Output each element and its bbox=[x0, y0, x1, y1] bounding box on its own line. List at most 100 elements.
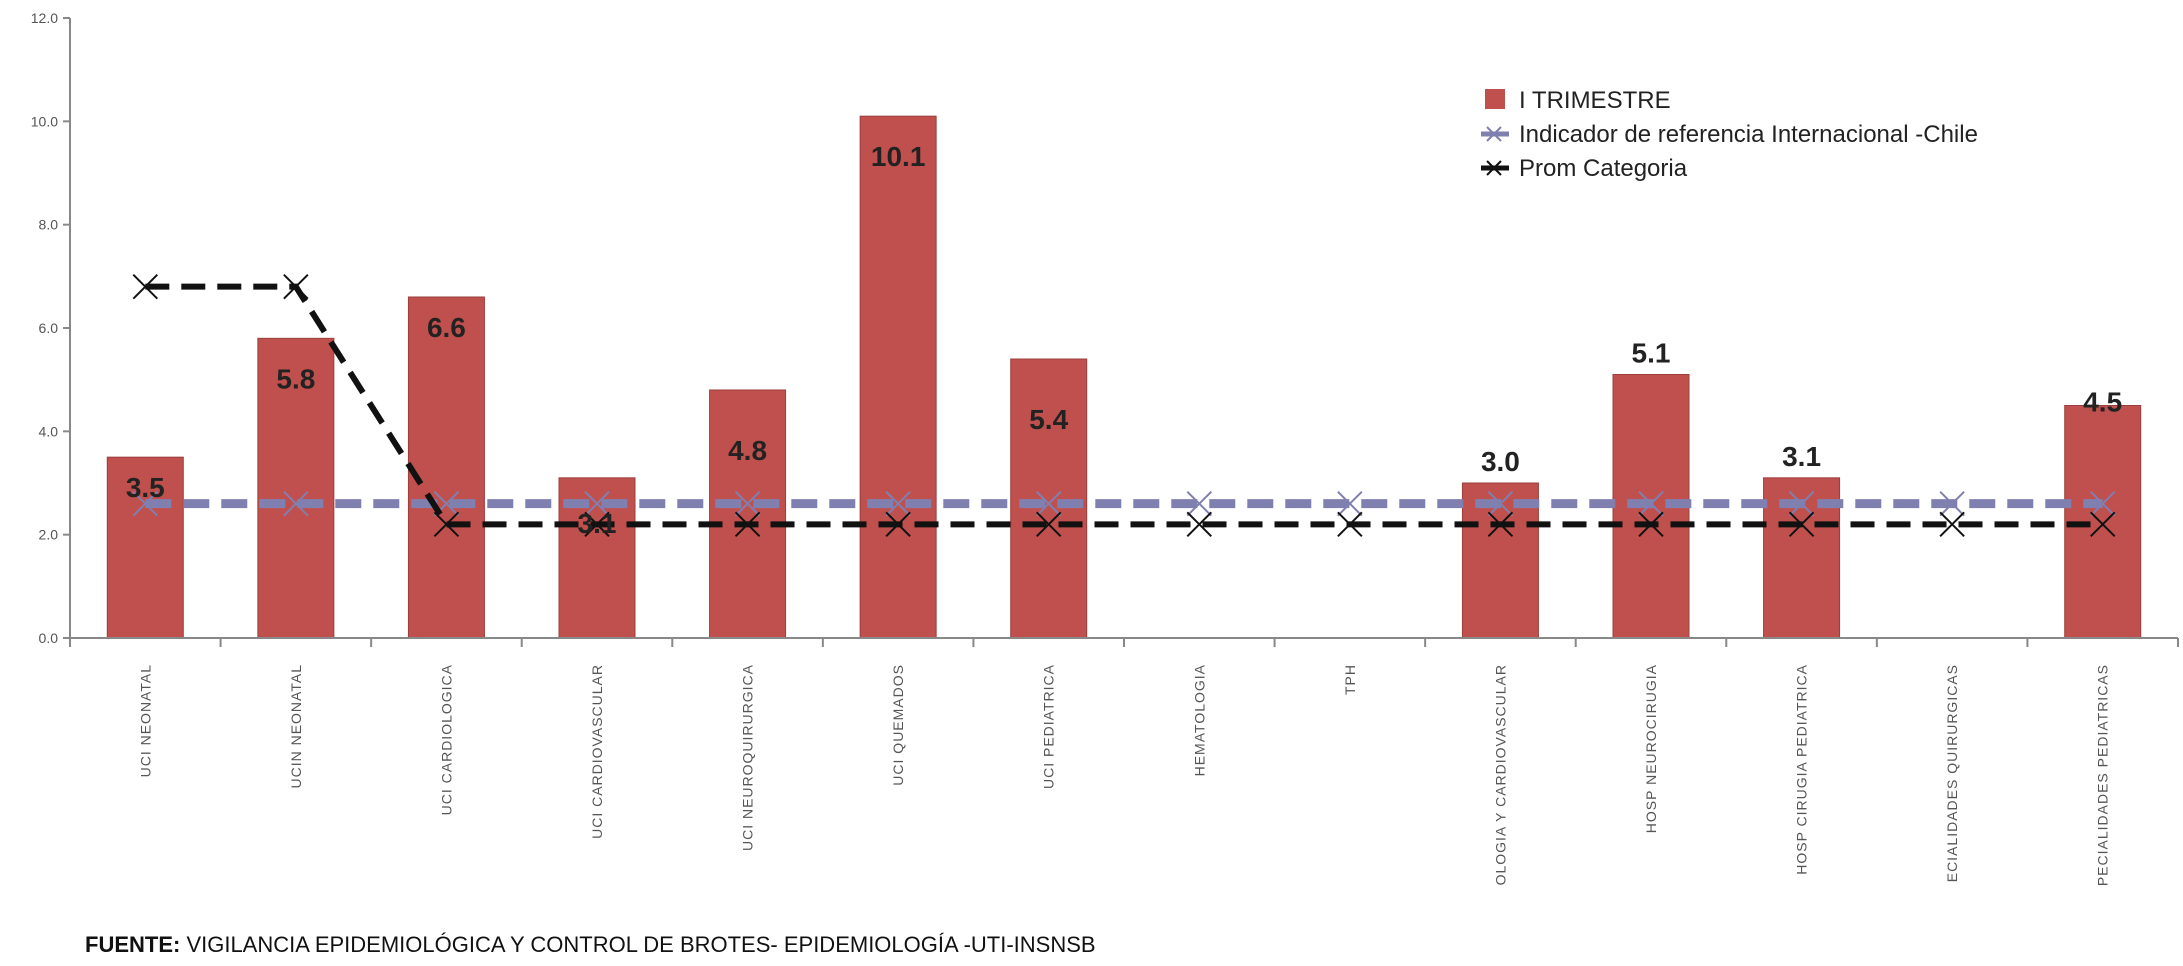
reference-marker bbox=[1036, 490, 1062, 517]
bar bbox=[1010, 358, 1088, 639]
x-tick-label: UCI NEONATAL bbox=[137, 664, 153, 777]
average-marker bbox=[132, 273, 158, 300]
x-tick-label: UCIN NEONATAL bbox=[288, 664, 304, 789]
reference-marker bbox=[1337, 490, 1363, 517]
marker-stroke bbox=[1337, 490, 1363, 517]
legend-label: Prom Categoria bbox=[1519, 155, 1688, 182]
marker-stroke bbox=[885, 490, 911, 517]
reference-marker bbox=[2090, 490, 2116, 517]
marker-stroke bbox=[1036, 490, 1062, 517]
average-marker bbox=[1939, 511, 1965, 538]
x-tick-label: UCI CARDIOVASCULAR bbox=[589, 664, 605, 839]
marker-stroke bbox=[1788, 490, 1815, 517]
data-label: 5.8 bbox=[276, 363, 315, 394]
average-marker bbox=[1337, 511, 1363, 538]
legend-swatch bbox=[1485, 89, 1505, 109]
reference-marker bbox=[1788, 490, 1815, 517]
y-tick-label: 10.0 bbox=[31, 113, 58, 129]
bar bbox=[1461, 482, 1539, 639]
data-label: 3.0 bbox=[1481, 446, 1520, 477]
marker-stroke bbox=[1186, 511, 1212, 538]
legend: I TRIMESTRE Indicador de referencia Inter… bbox=[1481, 87, 1978, 182]
average-marker bbox=[584, 511, 610, 538]
y-tick-label: 6.0 bbox=[39, 320, 59, 336]
average-marker bbox=[433, 511, 460, 538]
bar bbox=[257, 337, 335, 639]
legend-item: Prom Categoria bbox=[1481, 155, 1688, 182]
x-tick-label: HOSP CIRUGIA PEDIATRICA bbox=[1794, 664, 1810, 875]
marker-stroke bbox=[734, 490, 761, 517]
data-label: 3.1 bbox=[1782, 441, 1821, 472]
bars bbox=[106, 115, 2142, 639]
x-tick-label: UCI PEDIATRICA bbox=[1041, 664, 1057, 789]
x-tick-label: UCI QUEMADOS bbox=[890, 664, 906, 786]
marker-stroke bbox=[433, 511, 460, 538]
reference-marker bbox=[885, 490, 911, 517]
data-label: 3.1 bbox=[578, 508, 617, 539]
marker-stroke bbox=[1487, 490, 1514, 517]
average-marker bbox=[1036, 511, 1062, 538]
x-tick-label: UCI CARDIOLOGICA bbox=[438, 664, 454, 815]
source-footer: FUENTE: VIGILANCIA EPIDEMIOLÓGICA Y CONT… bbox=[85, 932, 1096, 958]
data-label: 3.5 bbox=[126, 472, 165, 503]
x-tick-label: OLOGIA Y CARDIOVASCULAR bbox=[1492, 664, 1508, 885]
y-tick-label: 2.0 bbox=[39, 527, 59, 543]
data-label: 10.1 bbox=[871, 141, 926, 172]
reference-marker bbox=[1638, 490, 1664, 517]
x-tick-label: HOSP NEUROCIRUGIA bbox=[1643, 664, 1659, 833]
data-labels: 3.5 5.8 6.6 3.1 4.8 10.1 5.4 3.0 5.1 3.1 4.5 bbox=[126, 141, 2122, 539]
bar bbox=[106, 456, 184, 639]
bar bbox=[709, 389, 787, 639]
average-marker bbox=[1487, 511, 1514, 538]
legend-marker bbox=[1486, 160, 1502, 176]
average-marker bbox=[1186, 511, 1212, 538]
x-tick-label: TPH bbox=[1342, 664, 1358, 695]
reference-marker bbox=[734, 490, 761, 517]
marker-stroke bbox=[1487, 511, 1514, 538]
legend-label: I TRIMESTRE bbox=[1519, 87, 1671, 114]
data-label: 5.1 bbox=[1632, 338, 1671, 369]
marker-stroke bbox=[132, 273, 158, 300]
y-tick-label: 8.0 bbox=[39, 217, 59, 233]
reference-marker bbox=[1939, 490, 1965, 517]
marker-stroke bbox=[283, 490, 309, 517]
marker-stroke bbox=[1788, 511, 1815, 538]
data-label: 4.5 bbox=[2083, 387, 2122, 418]
marker-stroke bbox=[283, 273, 309, 300]
average-marker bbox=[2090, 511, 2116, 538]
marker-stroke bbox=[2090, 490, 2116, 517]
marker-stroke bbox=[1939, 511, 1965, 538]
marker-stroke bbox=[885, 511, 911, 538]
reference-marker bbox=[1186, 490, 1212, 517]
legend-item: Indicador de referencia Internacional -C… bbox=[1481, 121, 1978, 148]
reference-marker bbox=[132, 490, 158, 517]
marker-stroke bbox=[1638, 511, 1664, 538]
marker-stroke bbox=[584, 511, 610, 538]
legend-label: Indicador de referencia Internacional -C… bbox=[1519, 121, 1978, 148]
data-label: 4.8 bbox=[728, 435, 767, 466]
x-tick-label: UCI NEUROQUIRURGICA bbox=[740, 664, 756, 851]
data-label: 6.6 bbox=[427, 312, 466, 343]
bar bbox=[407, 296, 485, 639]
reference-marker bbox=[584, 490, 610, 517]
marker-stroke bbox=[132, 490, 158, 517]
y-axis: 0.0 2.0 4.0 6.0 8.0 10.0 12.0 bbox=[31, 10, 71, 646]
x-tick-label: HEMATOLOGIA bbox=[1191, 664, 1207, 776]
marker-stroke bbox=[1337, 511, 1363, 538]
y-tick-label: 4.0 bbox=[39, 423, 59, 439]
marker-stroke bbox=[1638, 490, 1664, 517]
marker-stroke bbox=[1186, 490, 1212, 517]
legend-marker bbox=[1486, 126, 1502, 142]
x-tick-label: ECIALIDADES QUIRURGICAS bbox=[1944, 664, 1960, 882]
x-axis: UCI NEONATAL UCIN NEONATAL UCI CARDIOLOGIC… bbox=[69, 637, 2179, 886]
x-tick-label: PECIALIDADES PEDIATRICAS bbox=[2095, 664, 2111, 886]
reference-marker bbox=[283, 490, 309, 517]
average-marker bbox=[1788, 511, 1815, 538]
bar bbox=[859, 115, 937, 639]
marker-stroke bbox=[734, 511, 761, 538]
y-tick-label: 12.0 bbox=[31, 10, 58, 26]
marker-stroke bbox=[584, 490, 610, 517]
y-tick-label: 0.0 bbox=[39, 630, 59, 646]
marker-stroke bbox=[1939, 490, 1965, 517]
